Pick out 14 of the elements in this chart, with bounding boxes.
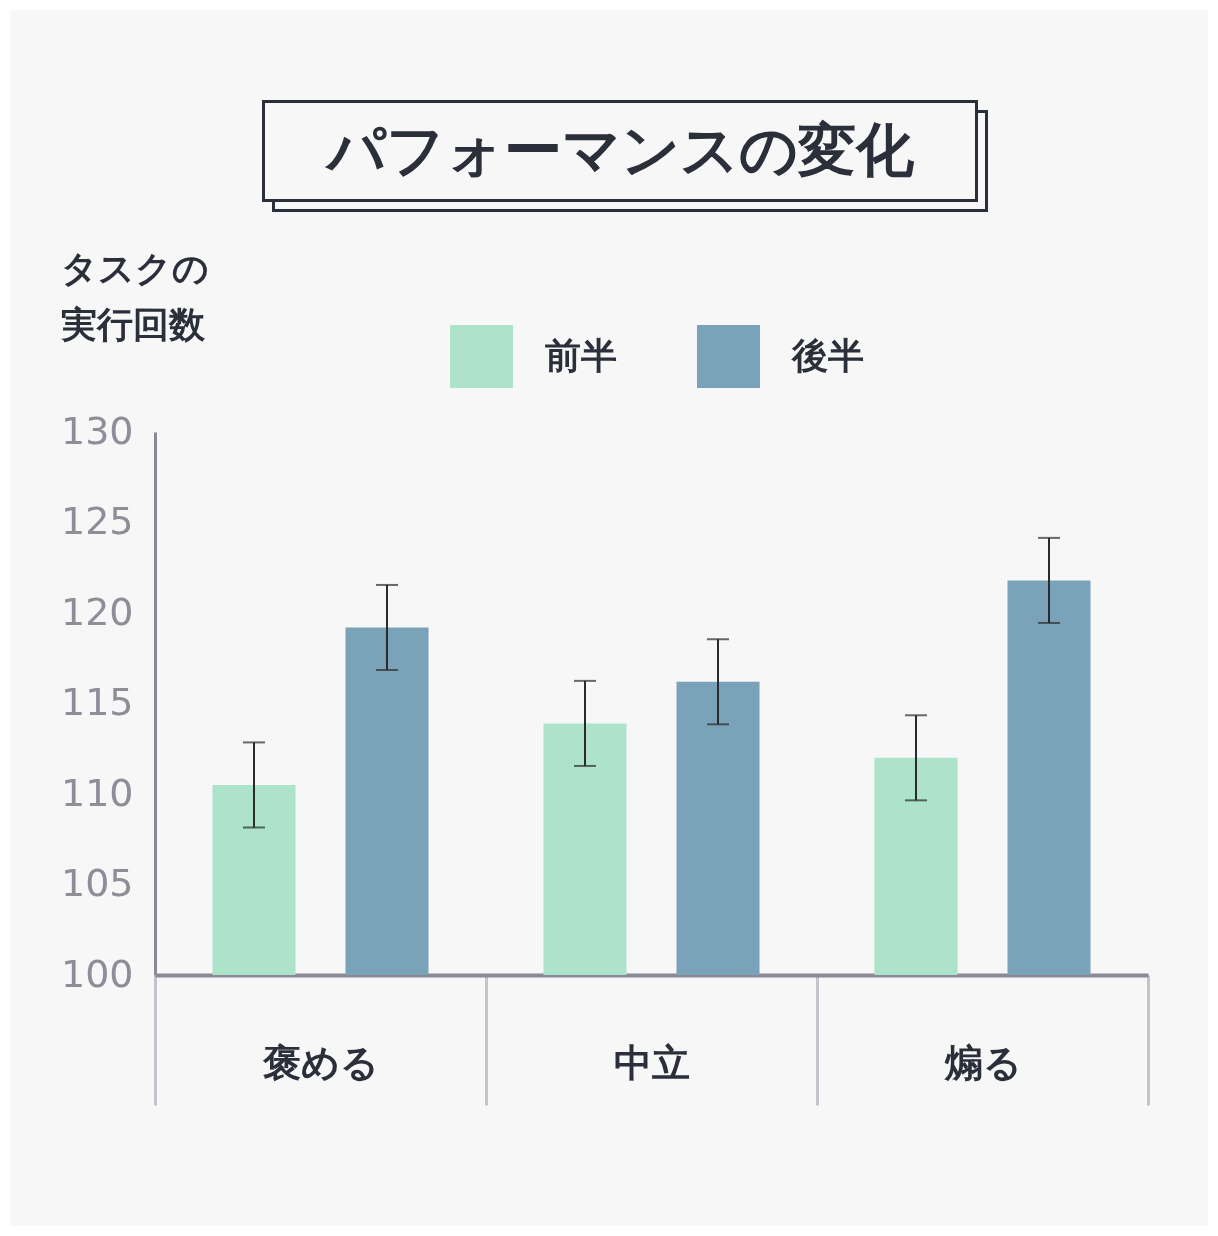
y-tick-label: 100 [60,951,134,996]
legend-label: 後半 [791,334,864,376]
x-tick-label: 中立 [614,1040,690,1085]
y-axis-title: タスクの実行回数 [59,247,209,345]
chart-title: パフォーマンスの変化 [262,100,978,202]
y-tick-label: 125 [60,499,134,543]
y-tick-label: 110 [60,770,134,815]
y-tick-label: 115 [60,680,134,724]
y-tick-label: 120 [60,589,134,634]
legend-label: 前半 [545,334,617,376]
x-tick-label: 褒める [262,1040,379,1085]
y-tick-label: 105 [60,861,134,905]
y-tick-label: 130 [60,408,134,453]
x-tick-label: 煽る [943,1040,1022,1085]
